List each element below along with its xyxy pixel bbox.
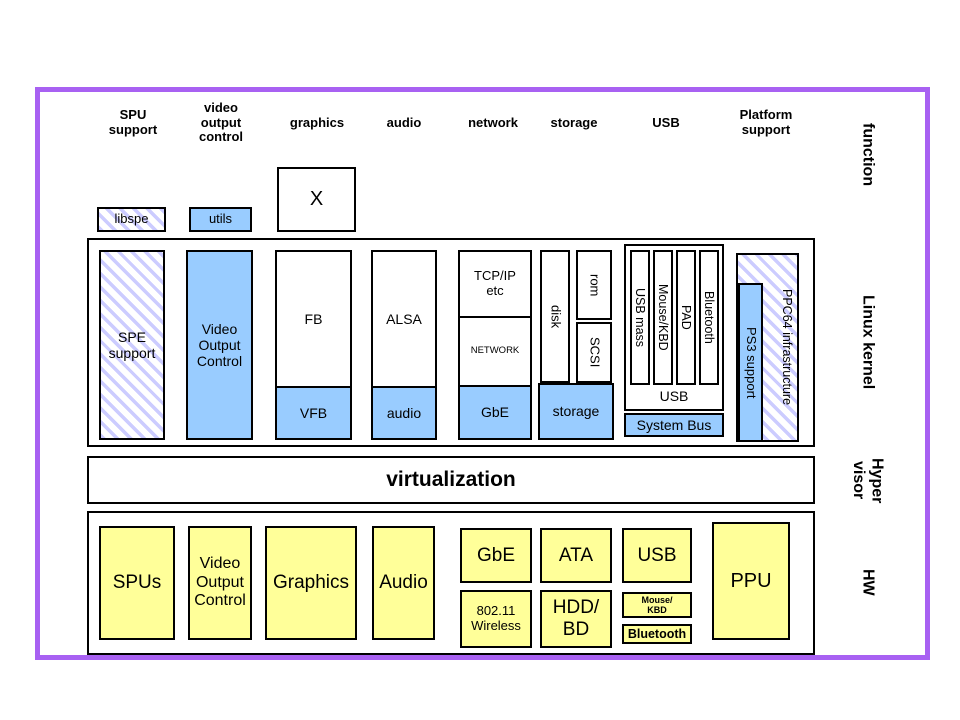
header-graphics: graphics — [289, 114, 345, 130]
usb-mass-label: USB mass — [633, 287, 648, 348]
box-gbe-kernel: GbE — [458, 385, 532, 440]
ps3-support-label: PS3 support — [743, 326, 759, 399]
box-usb-hw: USB — [622, 528, 692, 583]
pad-label: PAD — [679, 305, 694, 330]
box-video-output-control-hw: Video Output Control — [188, 526, 252, 640]
mouse-kbd-kernel-label: Mouse/KBD — [656, 284, 671, 351]
box-libspe: libspe — [97, 207, 166, 232]
scsi-label: SCSI — [587, 337, 603, 368]
outer-frame — [35, 87, 930, 660]
box-system-bus: System Bus — [624, 413, 724, 437]
box-ps3-support: PS3 support — [738, 283, 763, 442]
box-alsa: ALSA — [371, 250, 437, 388]
function-label: function — [859, 123, 877, 187]
linux-kernel-label: Linux kernel — [859, 295, 877, 390]
bluetooth-kernel-label: Bluetooth — [702, 291, 717, 344]
disk-label: disk — [548, 304, 564, 329]
rom-label: rom — [587, 273, 603, 297]
side-label-hypervisor: Hyper visor — [843, 448, 891, 513]
box-graphics-hw: Graphics — [265, 526, 357, 640]
side-label-function: function — [845, 95, 890, 215]
usb-kernel-label: USB — [659, 387, 689, 404]
box-video-output-control-kernel: Video Output Control — [186, 250, 253, 440]
box-bluetooth-hw: Bluetooth — [622, 624, 692, 644]
box-gbe-hw: GbE — [460, 528, 532, 583]
box-utils: utils — [189, 207, 252, 232]
header-storage: storage — [550, 114, 598, 130]
header-usb: USB — [652, 114, 680, 130]
ppc64-label: PPC64 infrastructure — [780, 289, 794, 406]
header-network: network — [468, 114, 518, 130]
box-ata: ATA — [540, 528, 612, 583]
header-spu-support: SPU support — [108, 107, 158, 137]
box-rom: rom — [576, 250, 612, 320]
box-hdd-bd: HDD/ BD — [540, 590, 612, 648]
box-fb: FB — [275, 250, 352, 388]
box-audio-hw: Audio — [372, 526, 435, 640]
box-disk: disk — [540, 250, 570, 383]
box-80211-wireless: 802.11 Wireless — [460, 590, 532, 648]
box-virtualization: virtualization — [87, 456, 815, 504]
box-storage-kernel: storage — [538, 383, 614, 440]
box-spe-support: SPE support — [99, 250, 165, 440]
header-audio: audio — [386, 114, 422, 130]
box-scsi: SCSI — [576, 322, 612, 383]
box-mouse-kbd-hw: Mouse/ KBD — [622, 592, 692, 618]
box-spus: SPUs — [99, 526, 175, 640]
box-usb-mass: USB mass — [630, 250, 650, 385]
side-label-hw: HW — [845, 560, 890, 605]
hw-label: HW — [859, 569, 877, 596]
box-network: NETWORK — [458, 316, 532, 387]
box-audio-kernel: audio — [371, 386, 437, 440]
header-video-output-control: video output control — [198, 99, 244, 145]
side-label-linux-kernel: Linux kernel — [845, 275, 890, 410]
box-mouse-kbd-kernel: Mouse/KBD — [653, 250, 673, 385]
box-tcpip: TCP/IP etc — [458, 250, 532, 318]
box-ppu: PPU — [712, 522, 790, 640]
box-pad: PAD — [676, 250, 696, 385]
hypervisor-label: Hyper visor — [850, 457, 886, 504]
box-x-server: X — [277, 167, 356, 232]
header-platform-support: Platform support — [739, 107, 793, 137]
box-vfb: VFB — [275, 386, 352, 440]
box-bluetooth-kernel: Bluetooth — [699, 250, 719, 385]
